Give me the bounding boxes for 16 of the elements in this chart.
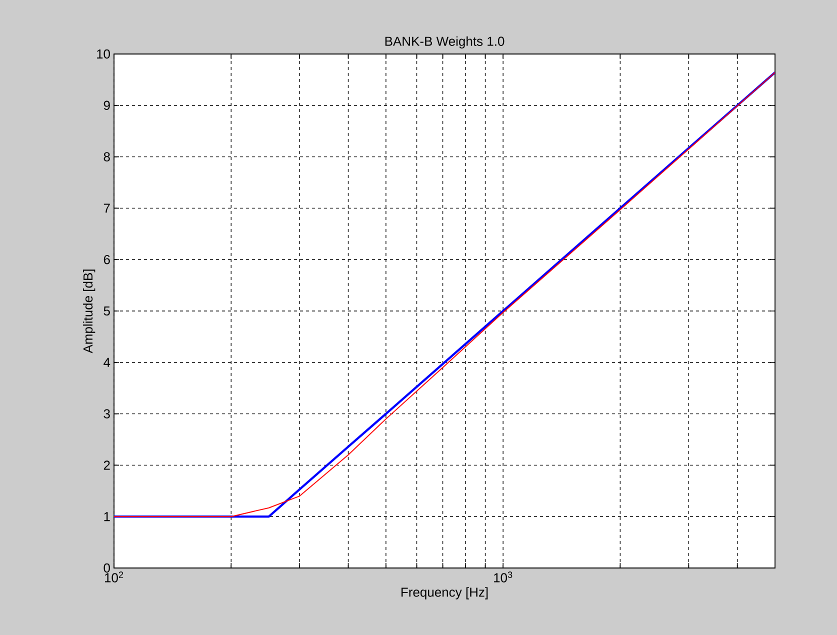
y-tick-label: 5	[104, 306, 110, 316]
y-tick-label: 3	[104, 409, 110, 418]
y-tick-label: 0	[104, 563, 110, 573]
chart-title: BANK-B Weights 1.0	[385, 36, 504, 48]
y-tick-label: 2	[104, 460, 110, 470]
y-tick-label: 10	[97, 49, 110, 59]
x-tick-label: 10$^{2}$	[104, 572, 124, 582]
y-tick-label: 6	[104, 254, 110, 264]
x-tick-label: 10$^{3}$	[494, 572, 512, 582]
y-tick-label: 7	[104, 204, 110, 213]
y-tick-label: 1	[104, 512, 110, 522]
y-axis-title: Amplitude [dB]	[83, 270, 96, 354]
y-tick-label: 9	[104, 100, 110, 110]
y-tick-label: 4	[104, 358, 110, 367]
y-tick-label: 8	[104, 152, 110, 162]
x-axis-title: Frequency [Hz]	[402, 587, 488, 600]
